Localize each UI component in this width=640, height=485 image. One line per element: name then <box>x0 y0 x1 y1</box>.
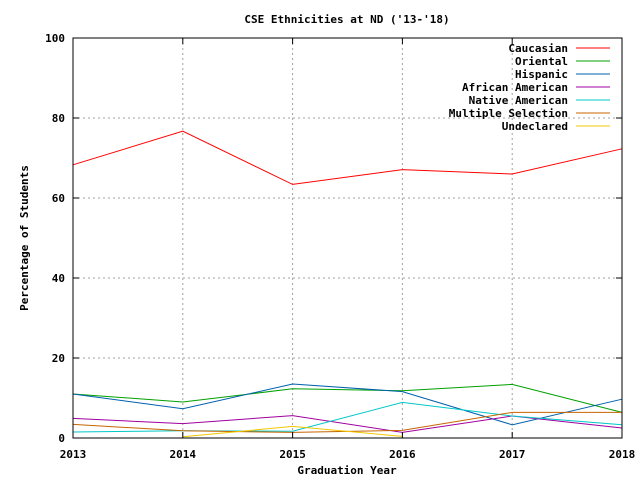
x-tick-label: 2017 <box>499 448 526 461</box>
y-tick-label: 0 <box>58 432 65 445</box>
y-axis-label: Percentage of Students <box>18 165 31 311</box>
x-axis-label: Graduation Year <box>297 464 397 477</box>
grid-layer <box>73 38 622 438</box>
legend-label: Undeclared <box>502 120 568 133</box>
y-tick-label: 80 <box>52 112 65 125</box>
y-tick-label: 40 <box>52 272 65 285</box>
series-line <box>182 425 403 438</box>
legend-label: Caucasian <box>508 42 568 55</box>
legend-label: Oriental <box>515 55 568 68</box>
plot-frame <box>72 37 623 439</box>
legend-label: Multiple Selection <box>449 107 568 120</box>
legend-label: Native American <box>469 94 568 107</box>
x-tick-label: 2013 <box>60 448 87 461</box>
series-line <box>72 401 623 433</box>
y-tick-label: 100 <box>45 32 65 45</box>
series-line <box>72 130 623 185</box>
series-line <box>72 415 623 433</box>
series-line <box>72 383 623 426</box>
tick-layer: 0 20 40 60 80 100 2013 2014 2015 2016 2017 2018 <box>45 32 635 461</box>
y-tick-label: 60 <box>52 192 65 205</box>
x-tick-label: 2018 <box>609 448 636 461</box>
legend-label: Hispanic <box>515 68 568 81</box>
x-tick-label: 2014 <box>170 448 197 461</box>
series-line <box>72 383 623 413</box>
y-tick-label: 20 <box>52 352 65 365</box>
x-tick-label: 2016 <box>389 448 416 461</box>
legend-label: African American <box>462 81 568 94</box>
series-layer <box>72 130 623 438</box>
chart-title: CSE Ethnicities at ND ('13-'18) <box>244 13 449 26</box>
x-tick-label: 2015 <box>279 448 306 461</box>
